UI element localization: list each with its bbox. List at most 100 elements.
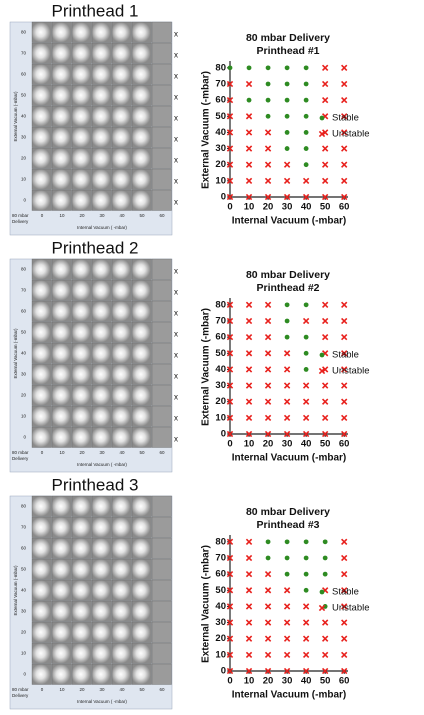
point [264, 430, 272, 438]
point [341, 145, 348, 152]
image-y-label: 10 [21, 414, 27, 419]
legend-marker [318, 130, 326, 138]
image-tile [111, 579, 132, 601]
panel-title: Printhead 2 [52, 238, 139, 257]
image-tile [31, 321, 52, 343]
x-tick-label: 50 [320, 676, 331, 687]
image-tile [71, 384, 92, 406]
image-tile [151, 516, 172, 538]
image-tile [131, 663, 152, 685]
chart-title: 80 mbar Delivery [246, 32, 330, 44]
point [264, 366, 272, 373]
image-tile [71, 663, 92, 685]
image-x-label: 60 [159, 213, 165, 218]
image-tile [111, 300, 132, 322]
image-tile [31, 579, 52, 601]
image-x-label: 20 [79, 687, 85, 692]
image-tile [51, 147, 72, 169]
point [226, 145, 234, 152]
image-tile [31, 600, 52, 622]
image-y-label: 0 [23, 672, 26, 677]
image-tile [71, 516, 92, 538]
image-y-label: 60 [21, 72, 27, 77]
image-y-label: 60 [21, 546, 27, 551]
x-tick-label: 20 [263, 202, 274, 213]
chart-subtitle: Printhead #2 [256, 282, 319, 294]
image-y-label: 80 [21, 267, 27, 272]
image-tile [151, 558, 172, 580]
point [245, 145, 253, 152]
image-y-label: 0 [23, 435, 26, 440]
point [302, 177, 310, 185]
point [341, 333, 348, 341]
legend-label: Stable [332, 350, 359, 361]
image-tile [31, 363, 52, 385]
image-tile [51, 279, 72, 301]
image-tile [51, 495, 72, 517]
point [321, 414, 329, 422]
image-tile [151, 663, 172, 685]
point [341, 193, 348, 201]
image-tile [131, 168, 152, 190]
point [302, 635, 310, 642]
image-tile [51, 363, 72, 385]
point [302, 414, 310, 422]
image-tile [131, 621, 152, 643]
point [226, 414, 234, 422]
point [265, 81, 271, 87]
side-mark: x [174, 198, 178, 207]
point [283, 177, 291, 185]
point [283, 193, 291, 201]
side-mark: x [174, 309, 178, 318]
image-tile [51, 105, 72, 127]
image-tile [91, 321, 112, 343]
point [283, 414, 291, 422]
legend-label: Unstable [332, 129, 370, 140]
point [321, 161, 329, 168]
image-x-label: 30 [99, 450, 105, 455]
y-tick-label: 10 [215, 412, 226, 423]
image-x-label: 30 [99, 213, 105, 218]
image-tile [91, 342, 112, 364]
point [265, 539, 271, 545]
point [227, 65, 233, 71]
image-tile [111, 258, 132, 280]
point [303, 539, 309, 545]
point [226, 570, 234, 578]
side-mark: x [174, 114, 178, 123]
image-x-label: 50 [139, 213, 145, 218]
image-tile [151, 600, 172, 622]
point [245, 619, 253, 626]
image-tile [111, 495, 132, 517]
point [341, 382, 348, 389]
image-corner-label: Delivery [12, 693, 29, 698]
x-tick-label: 0 [227, 676, 232, 687]
point [303, 97, 309, 103]
point [264, 398, 272, 405]
image-y-label: 30 [21, 135, 27, 140]
y-tick-label: 10 [215, 175, 226, 186]
image-corner-label: 80 mbar [12, 450, 29, 455]
image-y-label: 10 [21, 177, 27, 182]
image-tile [151, 537, 172, 559]
chart-title: 80 mbar Delivery [246, 269, 330, 281]
image-tile [151, 147, 172, 169]
point [264, 350, 272, 357]
image-y-label: 20 [21, 156, 27, 161]
legend-label: Unstable [332, 366, 370, 377]
point [341, 177, 348, 185]
point [284, 146, 290, 151]
point [245, 414, 253, 422]
image-y-label: 50 [21, 567, 27, 572]
x-tick-label: 30 [282, 202, 293, 213]
y-tick-label: 70 [215, 316, 226, 327]
image-tile [131, 42, 152, 64]
point [283, 587, 291, 594]
point [245, 317, 253, 325]
point [303, 146, 309, 151]
image-x-label: 20 [79, 450, 85, 455]
image-tile [111, 363, 132, 385]
point [226, 587, 234, 594]
legend-label: Stable [332, 587, 359, 598]
